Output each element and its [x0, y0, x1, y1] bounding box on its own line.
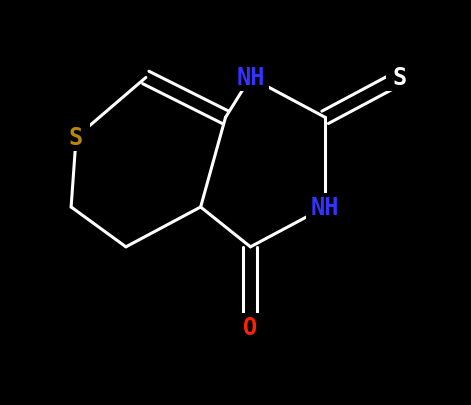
- Text: NH: NH: [236, 66, 265, 90]
- Text: S: S: [69, 126, 83, 150]
- FancyBboxPatch shape: [386, 64, 414, 92]
- Text: S: S: [393, 66, 407, 90]
- FancyBboxPatch shape: [236, 313, 264, 341]
- Text: O: O: [244, 315, 258, 339]
- FancyBboxPatch shape: [62, 124, 90, 152]
- FancyBboxPatch shape: [306, 194, 344, 222]
- Text: NH: NH: [311, 196, 340, 220]
- FancyBboxPatch shape: [232, 64, 269, 92]
